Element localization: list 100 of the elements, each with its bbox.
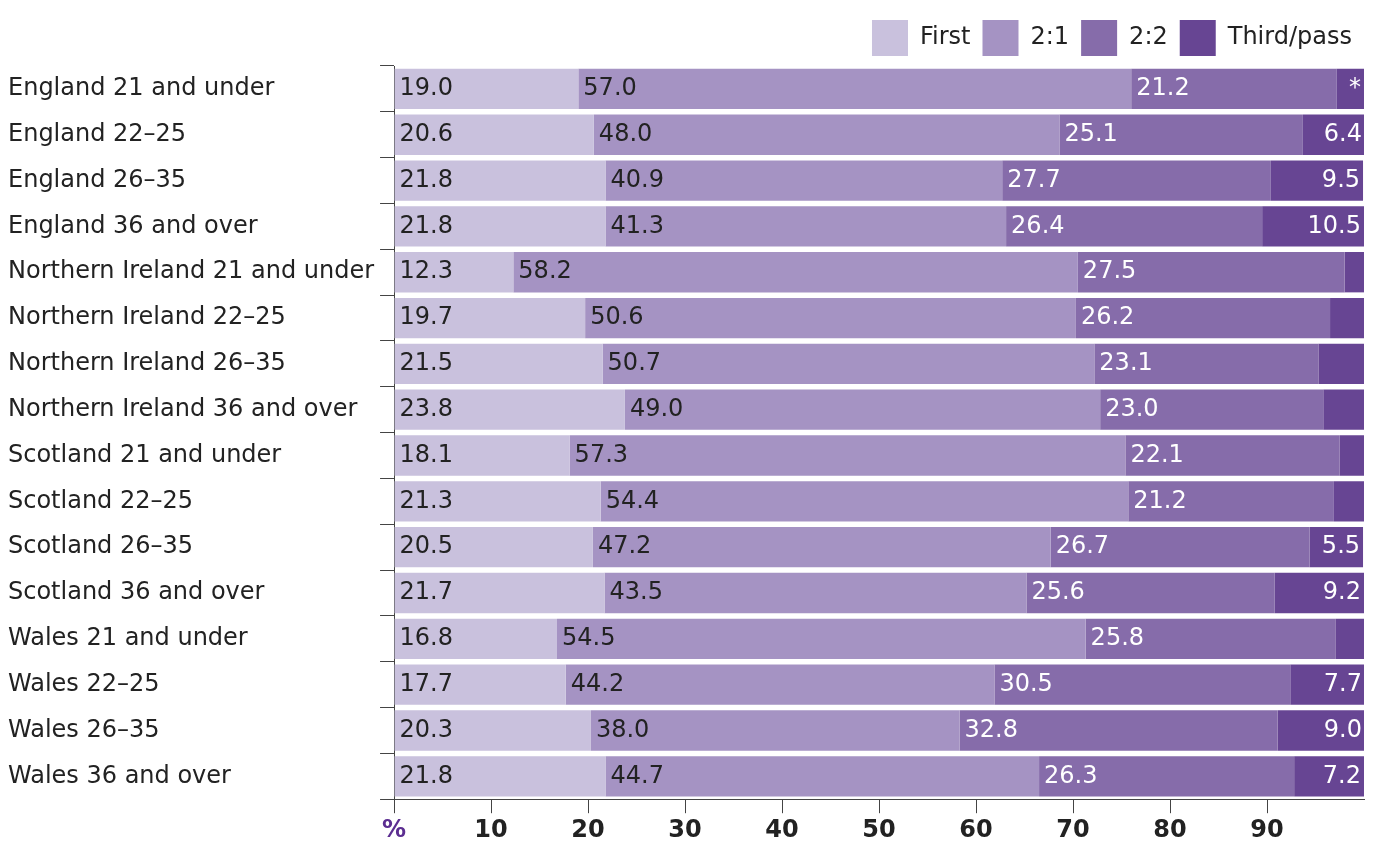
data-label: 20.6 [399, 118, 453, 147]
bar [1274, 572, 1364, 614]
data-label: 9.0 [1323, 714, 1362, 743]
y-tick-label: Scotland 26–35 [8, 531, 194, 560]
data-label: 57.0 [583, 73, 637, 102]
y-tick-label: Northern Ireland 22–25 [8, 302, 286, 331]
bar [394, 160, 606, 201]
data-label: 25.1 [1064, 118, 1118, 147]
bar [394, 710, 591, 751]
data-label: 27.7 [1007, 164, 1061, 193]
y-tick-label: Northern Ireland 36 and over [8, 393, 358, 422]
bar [1294, 756, 1364, 797]
x-tick-label: 40 [765, 814, 799, 843]
data-label: 17.7 [399, 668, 453, 697]
y-tick-label: England 22–25 [8, 118, 187, 147]
data-label: 38.0 [595, 714, 650, 743]
data-label: 50.6 [590, 302, 644, 331]
data-label: 20.5 [399, 531, 453, 560]
data-label: 21.3 [399, 485, 453, 514]
x-tick-label: 50 [862, 814, 896, 843]
bar [1002, 160, 1271, 201]
bar [1333, 481, 1364, 522]
x-tick-label: 70 [1056, 814, 1090, 843]
bar [557, 618, 1086, 659]
bar [578, 68, 1132, 110]
data-label: 9.2 [1322, 577, 1361, 606]
data-label: 44.7 [610, 760, 664, 789]
bar [1125, 435, 1340, 476]
data-label: 7.7 [1323, 668, 1362, 697]
bar [394, 572, 605, 614]
bar [1270, 160, 1364, 201]
bar [394, 68, 579, 110]
data-label: 10.5 [1307, 210, 1361, 239]
bar [394, 756, 606, 797]
bar [1050, 527, 1310, 568]
bar [1290, 664, 1364, 705]
bar [394, 343, 603, 385]
bar [1075, 297, 1331, 339]
data-label: 26.7 [1055, 531, 1110, 560]
x-tick-label: 80 [1153, 814, 1187, 843]
bar [1330, 297, 1364, 339]
bar [604, 572, 1027, 614]
legend-label: Third/pass [1226, 22, 1353, 51]
bar [513, 252, 1078, 293]
bar [1277, 710, 1364, 751]
x-tick-label: 10 [474, 814, 508, 843]
data-label: 16.8 [399, 623, 453, 652]
bar [394, 206, 606, 247]
bar [394, 664, 566, 705]
bar [394, 481, 601, 522]
bar [593, 114, 1060, 155]
bar [1131, 68, 1337, 110]
bar [394, 114, 594, 155]
data-label: 41.3 [610, 210, 664, 239]
bar [1335, 618, 1364, 659]
bar [1128, 481, 1334, 522]
bar [602, 343, 1095, 385]
x-tick-label: 60 [959, 814, 993, 843]
y-tick-label: Wales 26–35 [8, 714, 160, 743]
data-label: 5.5 [1321, 531, 1361, 560]
bar [1318, 343, 1364, 385]
bar [1085, 618, 1336, 659]
y-tick-label: England 36 and over [8, 210, 258, 239]
bar [394, 435, 570, 476]
bar [605, 206, 1007, 247]
y-tick-label: Northern Ireland 21 and under [8, 256, 375, 285]
data-label: 20.3 [399, 714, 453, 743]
data-label: 57.3 [574, 439, 629, 468]
y-tick-label: Wales 36 and over [8, 760, 232, 789]
bar [1006, 206, 1263, 247]
x-tick-label: % [382, 814, 407, 843]
data-label: 23.8 [399, 393, 453, 422]
bar [1100, 389, 1324, 430]
bar [394, 389, 625, 430]
bar [590, 710, 960, 751]
y-tick-label: Scotland 22–25 [8, 485, 194, 514]
bar [394, 297, 586, 339]
data-label: 21.8 [399, 210, 453, 239]
data-label: 26.4 [1011, 210, 1065, 239]
data-label: * [1349, 73, 1361, 102]
data-label: 23.0 [1105, 393, 1159, 422]
data-label: 49.0 [629, 393, 684, 422]
data-label: 19.0 [399, 73, 453, 102]
data-label: 47.2 [597, 531, 652, 560]
data-label: 21.8 [399, 164, 453, 193]
bar [394, 618, 557, 659]
data-label: 21.2 [1136, 73, 1190, 102]
data-label: 23.1 [1099, 348, 1153, 377]
bar [1077, 252, 1345, 293]
data-label: 26.2 [1080, 302, 1135, 331]
y-tick-label: Scotland 36 and over [8, 577, 265, 606]
x-tick-label: 90 [1250, 814, 1284, 843]
y-tick-label: England 21 and under [8, 73, 275, 102]
x-tick-label: 20 [571, 814, 605, 843]
bar [1336, 68, 1364, 110]
data-label: 7.2 [1322, 760, 1361, 789]
data-label: 32.8 [964, 714, 1018, 743]
bar [569, 435, 1126, 476]
data-label: 48.0 [598, 118, 653, 147]
bar [605, 160, 1003, 201]
